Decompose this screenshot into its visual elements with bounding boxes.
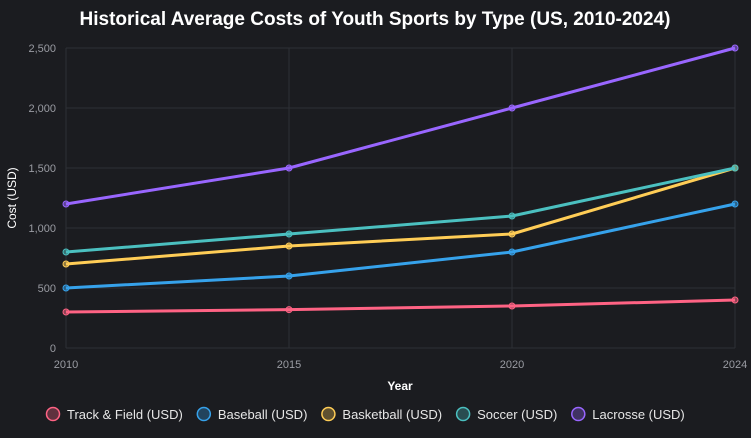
y-axis-label: Cost (USD) xyxy=(5,167,19,228)
data-point xyxy=(508,248,516,256)
series-track-field-usd xyxy=(62,296,739,316)
data-point xyxy=(731,164,739,172)
series-lacrosse-usd xyxy=(62,44,739,208)
legend-item: Track & Field (USD) xyxy=(45,406,183,422)
legend-item: Basketball (USD) xyxy=(321,406,442,422)
series-line xyxy=(65,46,736,206)
data-point xyxy=(731,44,739,52)
series-group xyxy=(62,44,739,316)
legend-label: Basketball (USD) xyxy=(342,407,442,422)
x-tick-label: 2010 xyxy=(54,359,78,371)
legend-marker-icon xyxy=(455,406,471,422)
legend: Track & Field (USD) Baseball (USD) Basketb… xyxy=(45,406,685,422)
legend-item: Soccer (USD) xyxy=(455,406,557,422)
data-point xyxy=(508,212,516,220)
y-tick-label: 0 xyxy=(50,343,56,355)
legend-label: Lacrosse (USD) xyxy=(592,407,684,422)
legend-item: Lacrosse (USD) xyxy=(571,406,685,422)
data-point xyxy=(62,308,70,316)
legend-item: Baseball (USD) xyxy=(196,406,308,422)
legend-label: Track & Field (USD) xyxy=(67,407,183,422)
series-baseball-usd xyxy=(62,200,739,292)
y-tick-label: 1,000 xyxy=(28,223,56,235)
x-tick-label: 2020 xyxy=(500,359,524,371)
series-basketball-usd xyxy=(62,164,739,268)
series-line xyxy=(65,202,736,290)
data-point xyxy=(731,200,739,208)
data-point xyxy=(62,200,70,208)
data-point xyxy=(285,230,293,238)
legend-marker-icon xyxy=(321,406,336,422)
data-point xyxy=(731,296,739,304)
x-axis: 2010 2015 2020 2024 xyxy=(54,359,747,371)
y-tick-label: 2,000 xyxy=(28,103,56,115)
chart-title: Historical Average Costs of Youth Sports… xyxy=(80,9,671,30)
data-point xyxy=(508,230,516,238)
legend-label: Baseball (USD) xyxy=(218,407,308,422)
legend-marker-icon xyxy=(45,406,61,422)
legend-marker-icon xyxy=(196,406,212,422)
data-point xyxy=(508,104,516,112)
series-line xyxy=(65,166,736,266)
legend-label: Soccer (USD) xyxy=(477,407,557,422)
series-soccer-usd xyxy=(62,164,739,256)
x-axis-label: Year xyxy=(387,379,413,393)
y-tick-label: 500 xyxy=(38,283,56,295)
data-point xyxy=(285,164,293,172)
y-axis: 0 500 1,000 1,500 2,000 2,500 xyxy=(28,43,56,355)
data-point xyxy=(62,284,70,292)
x-tick-label: 2015 xyxy=(277,359,301,371)
data-point xyxy=(285,272,293,280)
data-point xyxy=(508,302,516,310)
data-point xyxy=(62,260,70,268)
x-tick-label: 2024 xyxy=(723,359,747,371)
y-tick-label: 2,500 xyxy=(28,43,56,55)
data-point xyxy=(285,242,293,250)
legend-marker-icon xyxy=(571,406,586,422)
data-point xyxy=(285,306,293,314)
y-tick-label: 1,500 xyxy=(28,163,56,175)
data-point xyxy=(62,248,70,256)
series-line xyxy=(65,166,736,254)
series-line xyxy=(65,298,736,314)
